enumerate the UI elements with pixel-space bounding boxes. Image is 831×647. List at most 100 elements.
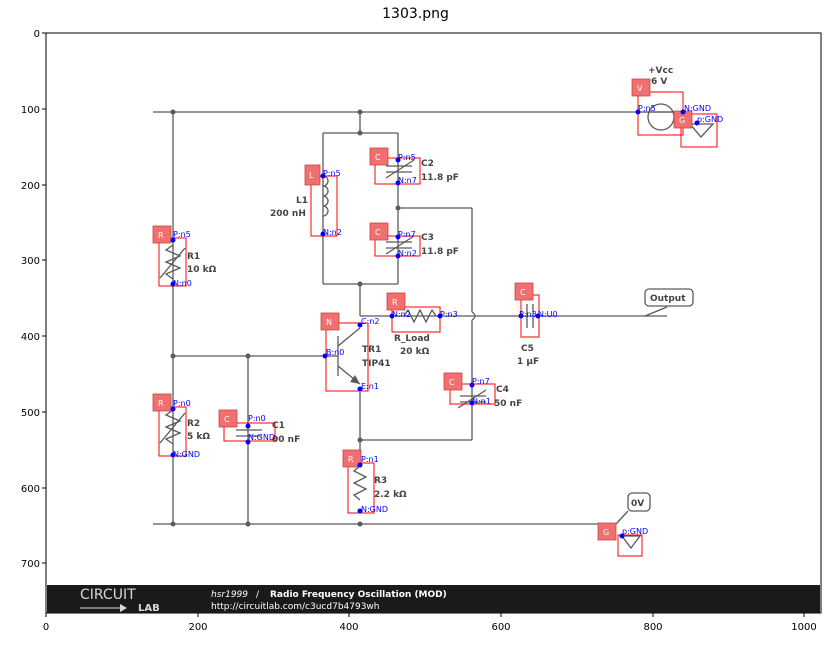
tag-c1: C xyxy=(224,415,230,424)
footer-circuit-title: Radio Frequency Oscillation (MOD) xyxy=(270,590,447,600)
y-axis xyxy=(42,32,46,564)
pin-label: p:GND xyxy=(697,115,723,124)
y-tick-label: 0 xyxy=(34,29,40,40)
resistor-r1: R1 10 kΩ xyxy=(159,244,217,280)
c5-value: 1 µF xyxy=(517,357,539,367)
r2-name: R2 xyxy=(187,419,200,429)
pin-label: P:n1 xyxy=(361,455,379,464)
r-load-value: 20 kΩ xyxy=(400,347,430,357)
pin-label: C:n2 xyxy=(361,317,379,326)
y-tick-label: 700 xyxy=(21,559,40,570)
x-tick-label: 0 xyxy=(43,622,49,633)
c1-name: C1 xyxy=(272,421,285,431)
resistor-r2: R2 5 kΩ xyxy=(159,409,210,445)
tag-r3: R xyxy=(348,455,354,464)
tag-c3: C xyxy=(375,228,381,237)
circuitlab-footer: CIRCUIT LAB hsr1999 / Radio Frequency Os… xyxy=(47,585,820,614)
x-tick-label: 400 xyxy=(339,622,358,633)
pin-label: N:n0 xyxy=(173,279,192,288)
pin-label: N:GND xyxy=(248,433,275,442)
tag-g-top: G xyxy=(679,116,685,125)
tag-tr1: N xyxy=(326,318,332,327)
tr1-value: TIP41 xyxy=(362,359,391,369)
x-tick-label: 800 xyxy=(643,622,662,633)
pin-label: N:n2 xyxy=(392,310,411,319)
pin-label: N:GND xyxy=(361,505,388,514)
pin-label: P:n3 xyxy=(440,310,458,319)
zero-volt-flag: 0V xyxy=(615,492,651,525)
x-tick-label: 1000 xyxy=(791,622,816,633)
capacitor-c3: C3 11.8 pF xyxy=(385,233,459,257)
y-tick-label: 600 xyxy=(21,484,40,495)
pin-label: P:n0 xyxy=(248,414,266,423)
component-tags: V G L C C R N R C C R C R G xyxy=(152,78,693,541)
inductor-l1: L1 200 nH xyxy=(270,175,329,219)
resistor-r3: R3 2.2 kΩ xyxy=(352,465,407,501)
r3-name: R3 xyxy=(374,476,387,486)
c3-name: C3 xyxy=(421,233,434,243)
y-tick-label: 100 xyxy=(21,105,40,116)
output-flag: Output xyxy=(644,288,694,317)
resistor-r-load: R_Load 20 kΩ xyxy=(394,308,437,357)
pin-label: P:n7 xyxy=(398,230,416,239)
pin-label: N:GND xyxy=(684,104,711,113)
pin-label: P:n5 xyxy=(638,104,656,113)
y-tick-label: 500 xyxy=(21,408,40,419)
vcc-value: 6 V xyxy=(651,77,667,87)
transistor-tr1: TR1 TIP41 xyxy=(325,327,391,385)
r2-value: 5 kΩ xyxy=(187,432,210,442)
c2-value: 11.8 pF xyxy=(421,173,459,183)
r1-value: 10 kΩ xyxy=(187,265,217,275)
r-load-name: R_Load xyxy=(394,334,430,344)
footer-url: http://circuitlab.com/c3ucd7b4793wh xyxy=(211,602,380,612)
pin-label: N:GND xyxy=(173,450,200,459)
pin-labels: P:n5 N:GND p:GND P:n5 N:n2 P:n5 N:n7 P:n… xyxy=(173,104,723,536)
figure-title: 1303.png xyxy=(382,6,449,22)
pin-dots xyxy=(170,109,700,539)
capacitor-c2: C2 11.8 pF xyxy=(385,159,459,183)
axes-frame xyxy=(45,32,822,614)
r3-value: 2.2 kΩ xyxy=(374,490,407,500)
capacitor-c5: C5 1 µF xyxy=(517,304,539,367)
tag-r-load: R xyxy=(392,298,398,307)
x-tick-label: 200 xyxy=(188,622,207,633)
tag-v: V xyxy=(637,84,643,93)
output-label: Output xyxy=(650,294,686,304)
c1-value: 00 nF xyxy=(272,435,300,445)
tag-r2: R xyxy=(158,399,164,408)
footer-user: hsr1999 xyxy=(211,590,248,600)
junction-dots xyxy=(170,109,401,527)
pin-label: E:n1 xyxy=(361,382,379,391)
pin-label: p:GND xyxy=(622,527,648,536)
pin-label: P:n3 xyxy=(519,310,537,319)
c2-name: C2 xyxy=(421,159,434,169)
c4-name: C4 xyxy=(496,385,509,395)
capacitor-c1: C1 00 nF xyxy=(236,421,300,445)
footer-separator: / xyxy=(256,590,260,600)
pin-label: N:n2 xyxy=(398,249,417,258)
tag-r1: R xyxy=(158,231,164,240)
tr1-name: TR1 xyxy=(362,345,381,355)
tag-c2: C xyxy=(375,153,381,162)
pin-label: N:n7 xyxy=(398,176,417,185)
y-tick-label: 300 xyxy=(21,256,40,267)
c4-value: 50 nF xyxy=(494,399,522,409)
zero-volt-label: 0V xyxy=(631,499,644,509)
tag-c5: C xyxy=(520,288,526,297)
ground-symbol-top xyxy=(688,123,715,138)
brand-circuit: CIRCUIT xyxy=(80,587,136,603)
pin-label: P:n5 xyxy=(323,169,341,178)
pin-label: N:n2 xyxy=(323,228,342,237)
pin-label: N:n1 xyxy=(472,397,491,406)
x-tick-label: 600 xyxy=(491,622,510,633)
x-axis xyxy=(45,613,805,617)
pin-label: P:n5 xyxy=(398,153,416,162)
ground-symbol-bottom xyxy=(620,535,642,550)
tag-g-bottom: G xyxy=(603,528,609,537)
brand-lab: LAB xyxy=(138,603,160,614)
l1-name: L1 xyxy=(296,196,308,206)
c5-name: C5 xyxy=(521,344,534,354)
tag-c4: C xyxy=(449,378,455,387)
l1-value: 200 nH xyxy=(270,209,306,219)
pin-label: P:n0 xyxy=(173,399,191,408)
